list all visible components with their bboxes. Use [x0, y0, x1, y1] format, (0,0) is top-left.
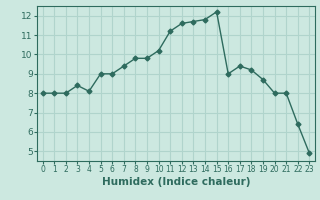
- X-axis label: Humidex (Indice chaleur): Humidex (Indice chaleur): [102, 177, 250, 187]
